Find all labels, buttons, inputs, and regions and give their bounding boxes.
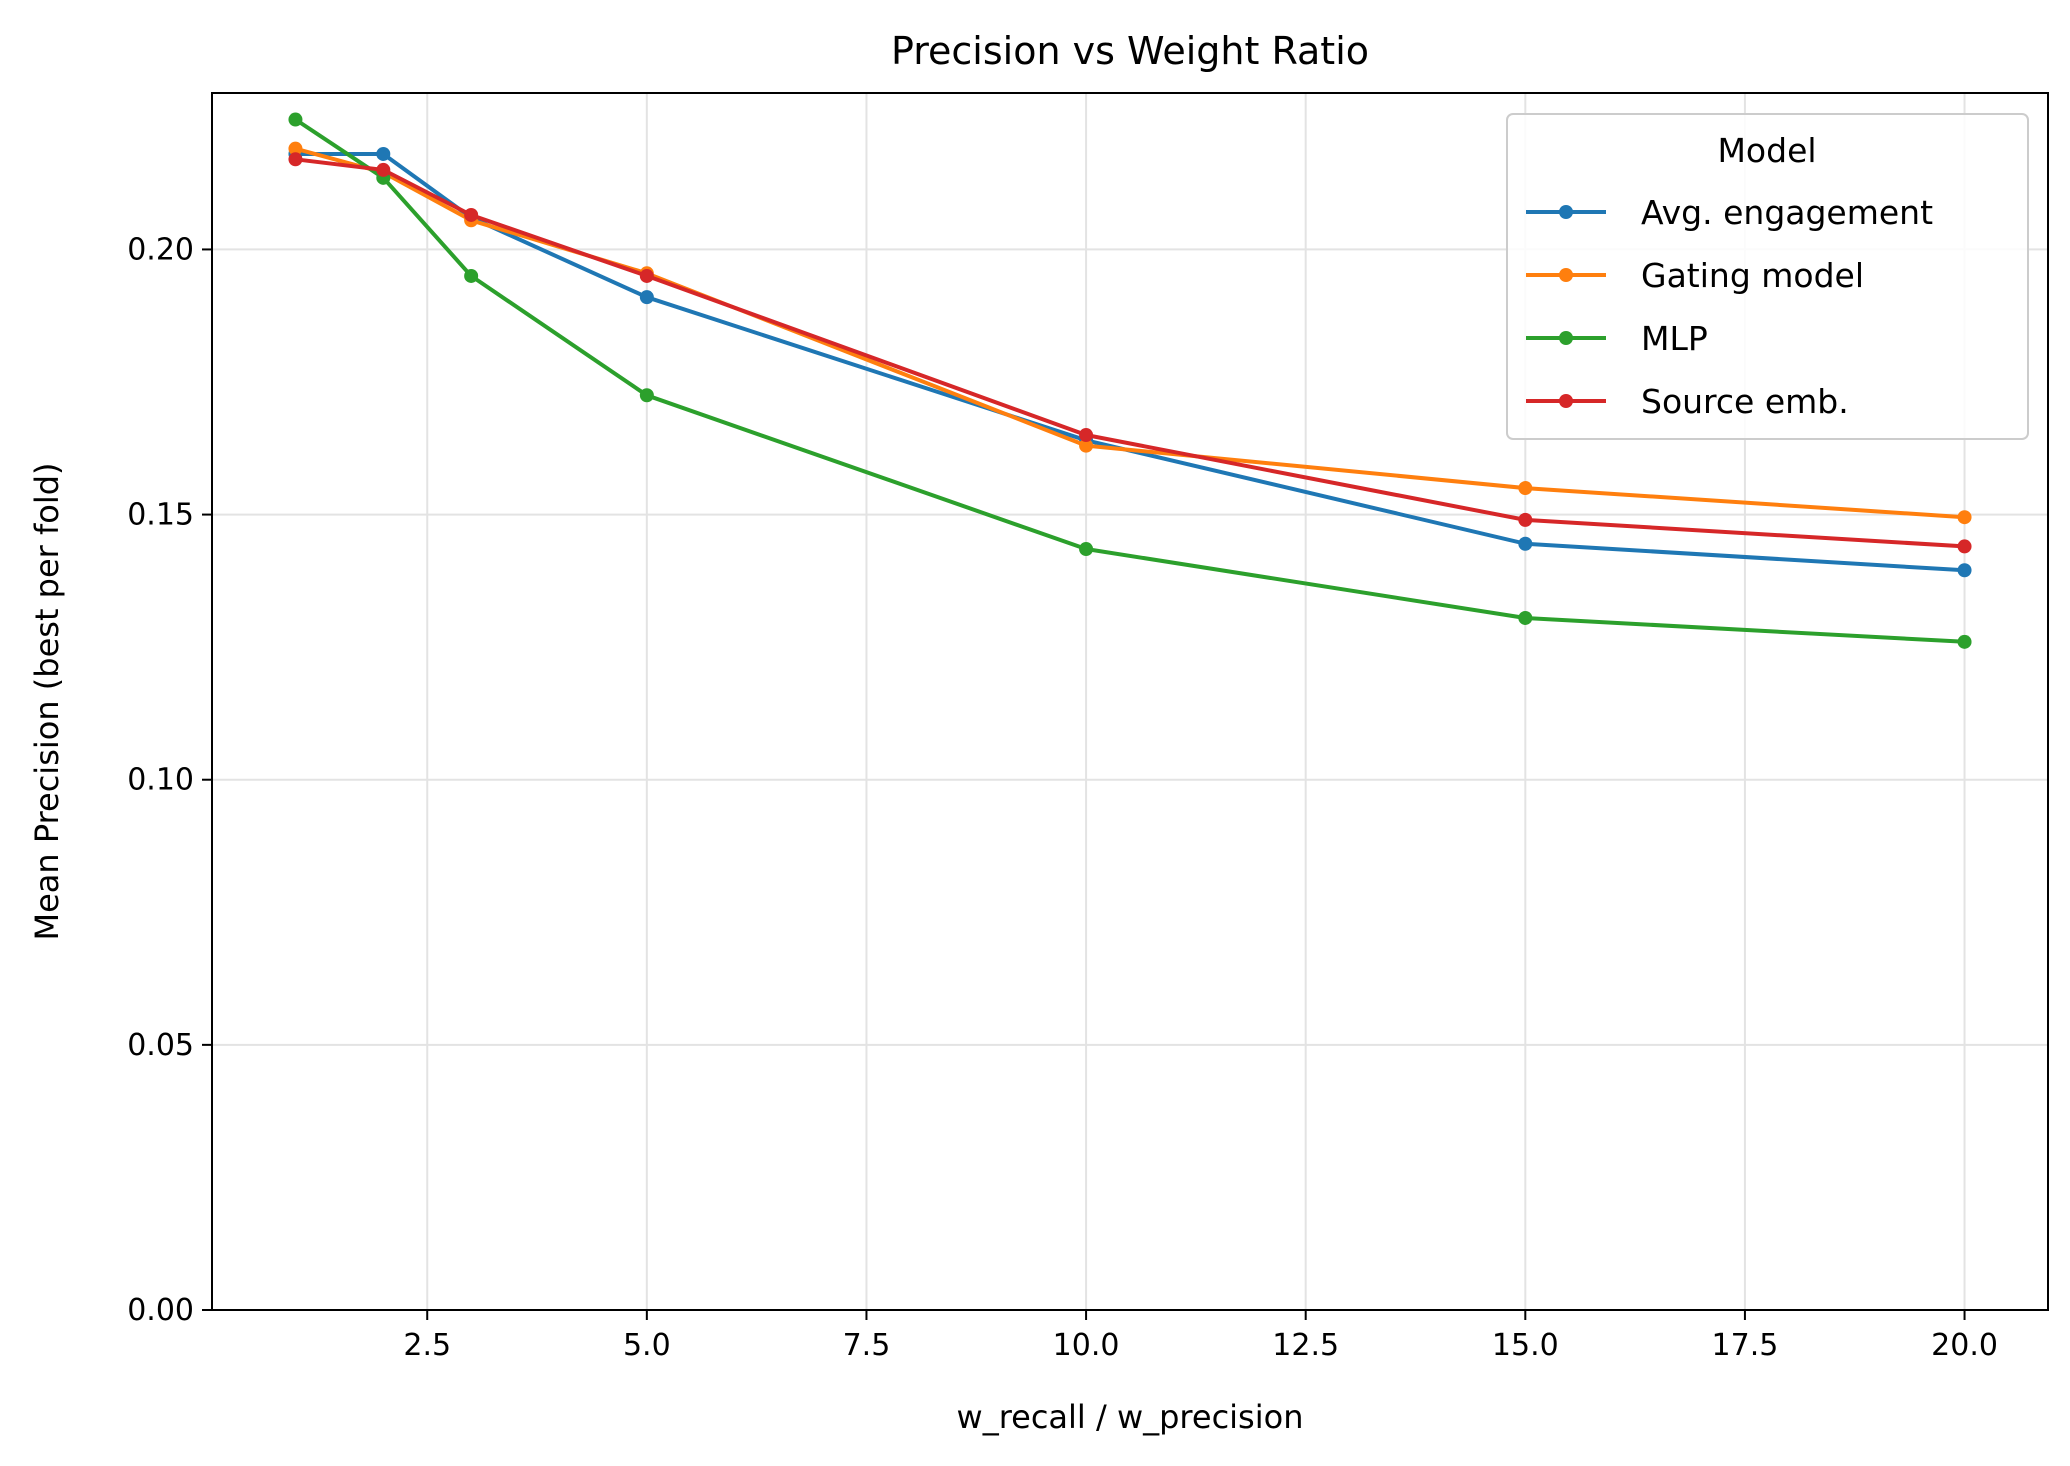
x-tick-label: 12.5: [1272, 1328, 1339, 1363]
data-point: [1957, 539, 1972, 554]
y-tick-label: 0.05: [127, 1028, 194, 1063]
series-layer: [288, 112, 1972, 649]
y-axis-label: Mean Precision (best per fold): [28, 462, 66, 940]
legend-label: Source emb.: [1641, 382, 1849, 421]
y-tick-label: 0.20: [127, 232, 194, 267]
legend-label: Gating model: [1641, 256, 1864, 295]
data-point: [376, 162, 391, 177]
legend-items: Avg. engagement Gating model MLP Source emb…: [1526, 193, 1933, 421]
x-tick-label: 2.5: [403, 1328, 451, 1363]
x-axis-label: w_recall / w_precision: [957, 1398, 1304, 1436]
data-point: [1957, 634, 1972, 649]
legend-swatch-marker: [1559, 331, 1573, 345]
data-point: [1957, 510, 1972, 525]
data-point: [1079, 438, 1094, 453]
y-tick-label: 0.15: [127, 498, 194, 533]
x-tick-label: 20.0: [1931, 1328, 1998, 1363]
x-tick-label: 17.5: [1712, 1328, 1779, 1363]
legend-swatch-marker: [1559, 205, 1573, 219]
chart-title: Precision vs Weight Ratio: [891, 29, 1369, 73]
legend-frame: [1506, 113, 2029, 440]
data-point: [639, 268, 654, 283]
legend-title: Model: [1717, 131, 1816, 170]
data-point: [464, 268, 479, 283]
x-tick-label: 7.5: [843, 1328, 891, 1363]
data-point: [639, 290, 654, 305]
data-point: [1518, 610, 1533, 625]
legend-item: Gating model: [1526, 256, 1864, 295]
data-point: [1518, 481, 1533, 496]
data-point: [1518, 512, 1533, 527]
data-point: [1079, 428, 1094, 443]
legend-swatch-marker: [1559, 268, 1573, 282]
data-point: [639, 388, 654, 403]
axes-frame: [211, 92, 2049, 1311]
x-axis: 2.5 5.0 7.5 10.0 12.5 15.0 17.5 20.0: [403, 1310, 1998, 1363]
legend-item: MLP: [1526, 319, 1708, 358]
series-source-emb: [288, 152, 1972, 554]
x-tick-label: 10.0: [1053, 1328, 1120, 1363]
x-tick-label: 5.0: [623, 1328, 671, 1363]
legend-label: Avg. engagement: [1641, 193, 1933, 232]
legend: Model Avg. engagement Gating model MLP Sour…: [1506, 113, 2029, 440]
data-point: [1079, 542, 1094, 557]
data-point: [1957, 563, 1972, 578]
y-axis: 0.00 0.05 0.10 0.15 0.20: [127, 232, 212, 1328]
data-point: [1518, 536, 1533, 551]
data-point: [288, 112, 303, 127]
data-point: [376, 146, 391, 161]
y-tick-label: 0.00: [127, 1293, 194, 1328]
legend-item: Source emb.: [1526, 382, 1849, 421]
data-point: [288, 141, 303, 156]
x-tick-label: 15.0: [1492, 1328, 1559, 1363]
legend-item: Avg. engagement: [1526, 193, 1933, 232]
legend-swatch-marker: [1559, 394, 1573, 408]
legend-label: MLP: [1641, 319, 1708, 358]
data-point: [288, 152, 303, 167]
data-point: [464, 207, 479, 222]
y-tick-label: 0.10: [127, 763, 194, 798]
